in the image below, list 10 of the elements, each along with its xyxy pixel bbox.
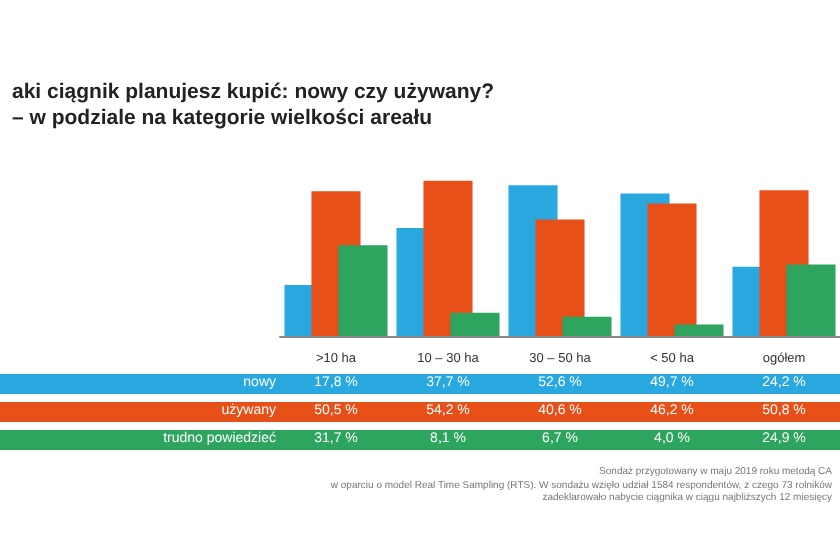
chart-title: aki ciągnik planujesz kupić: nowy czy używany? xyxy=(12,80,494,104)
bar xyxy=(562,316,612,336)
bar xyxy=(423,180,473,336)
bar xyxy=(450,312,500,336)
bar xyxy=(786,264,836,336)
chart-subtitle: – w podziale na kategorie wielkości areału xyxy=(12,106,433,130)
bar xyxy=(535,219,585,336)
bar xyxy=(338,245,388,336)
bar xyxy=(647,203,697,336)
bar xyxy=(674,324,724,336)
